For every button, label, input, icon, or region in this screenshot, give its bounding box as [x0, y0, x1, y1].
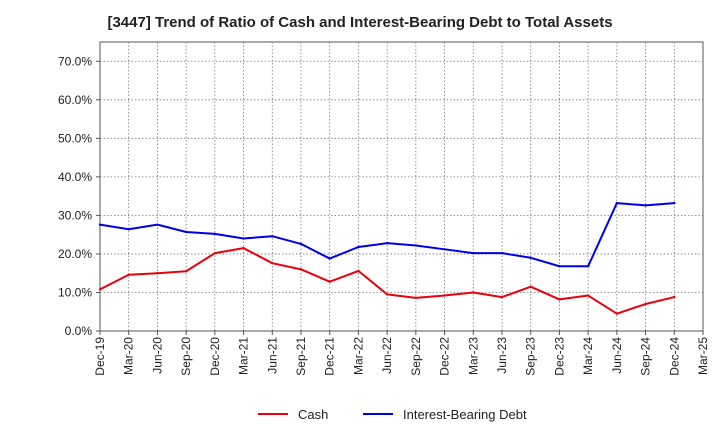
data-point-cash — [673, 295, 676, 299]
x-tick-label: Sep-20 — [179, 337, 193, 376]
x-tick-label: Mar-20 — [122, 337, 136, 375]
y-tick-label: 70.0% — [58, 54, 92, 68]
y-tick-label: 50.0% — [58, 131, 92, 145]
y-tick-label: 10.0% — [58, 285, 92, 299]
data-point-interest-bearing-debt — [98, 223, 102, 226]
data-point-interest-bearing-debt — [299, 242, 303, 246]
y-tick-label: 30.0% — [58, 208, 92, 222]
x-tick-label: Dec-20 — [208, 337, 222, 376]
x-tick-label: Jun-21 — [265, 337, 279, 374]
x-tick-label: Dec-23 — [552, 337, 566, 376]
data-point-interest-bearing-debt — [271, 235, 274, 238]
data-point-interest-bearing-debt — [443, 248, 446, 251]
series-layer — [98, 201, 676, 315]
x-tick-label: Mar-21 — [237, 337, 251, 375]
data-point-cash — [586, 294, 590, 297]
data-point-cash — [615, 312, 619, 315]
y-tick-label: 20.0% — [58, 247, 92, 261]
legend-layer: Cash Interest-Bearing Debt — [258, 407, 527, 422]
y-tick-label: 0.0% — [65, 324, 93, 338]
y-tick-label: 60.0% — [58, 93, 92, 107]
data-point-interest-bearing-debt — [385, 241, 389, 245]
x-tick-label: Mar-23 — [466, 337, 480, 375]
x-tick-label: Sep-22 — [409, 337, 423, 376]
data-point-interest-bearing-debt — [644, 204, 647, 207]
x-tick-label: Mar-25 — [696, 337, 710, 375]
legend-label-cash: Cash — [298, 407, 328, 422]
data-point-interest-bearing-debt — [615, 201, 619, 205]
x-tick-label: Sep-24 — [639, 337, 653, 376]
data-point-cash — [299, 268, 303, 271]
data-point-cash — [328, 280, 331, 283]
chart-title: [3447] Trend of Ratio of Cash and Intere… — [107, 14, 613, 31]
data-point-cash — [242, 246, 245, 250]
axis-layer: 0.0% 10.0% 20.0% 30.0% 40.0% 50.0% 60.0% 70.0% D… — [58, 54, 710, 375]
data-point-cash — [156, 272, 159, 275]
data-point-cash — [414, 296, 418, 300]
x-tick-label: Dec-24 — [667, 337, 681, 376]
x-tick-label: Jun-24 — [610, 337, 624, 374]
plot-frame — [99, 41, 704, 332]
legend-label-interest-bearing-debt: Interest-Bearing Debt — [403, 407, 527, 422]
x-tick-label: Jun-22 — [380, 337, 394, 374]
x-tick-label: Sep-21 — [294, 337, 308, 376]
data-point-interest-bearing-debt — [328, 257, 331, 260]
grid-layer — [99, 41, 704, 332]
data-point-interest-bearing-debt — [500, 251, 504, 255]
data-point-cash — [472, 291, 475, 294]
data-point-cash — [558, 298, 561, 301]
data-point-cash — [529, 285, 532, 288]
x-tick-label: Jun-20 — [150, 337, 164, 374]
data-point-interest-bearing-debt — [127, 228, 130, 231]
data-point-cash — [443, 294, 446, 297]
data-point-cash — [271, 261, 274, 265]
data-point-interest-bearing-debt — [213, 232, 217, 236]
data-point-interest-bearing-debt — [184, 230, 188, 234]
data-point-cash — [127, 273, 130, 276]
data-point-cash — [98, 288, 102, 291]
data-point-interest-bearing-debt — [586, 265, 590, 268]
data-point-interest-bearing-debt — [414, 244, 418, 247]
y-tick-label: 40.0% — [58, 170, 92, 184]
data-point-interest-bearing-debt — [558, 265, 561, 268]
data-point-interest-bearing-debt — [472, 251, 475, 255]
data-point-cash — [385, 293, 389, 296]
x-tick-label: Mar-24 — [581, 337, 595, 375]
data-point-interest-bearing-debt — [673, 201, 676, 205]
data-point-interest-bearing-debt — [357, 245, 360, 249]
x-tick-label: Dec-22 — [438, 337, 452, 376]
data-point-cash — [500, 295, 504, 299]
x-tick-label: Jun-23 — [495, 337, 509, 374]
data-point-interest-bearing-debt — [242, 237, 245, 240]
data-point-cash — [184, 270, 188, 273]
x-tick-label: Sep-23 — [524, 337, 538, 376]
x-tick-label: Dec-21 — [323, 337, 337, 376]
data-point-cash — [644, 302, 647, 306]
x-tick-label: Mar-22 — [351, 337, 365, 375]
data-point-interest-bearing-debt — [529, 256, 532, 259]
data-point-cash — [357, 269, 360, 273]
data-point-cash — [213, 251, 217, 255]
x-tick-label: Dec-19 — [93, 337, 107, 376]
data-point-interest-bearing-debt — [156, 223, 159, 226]
